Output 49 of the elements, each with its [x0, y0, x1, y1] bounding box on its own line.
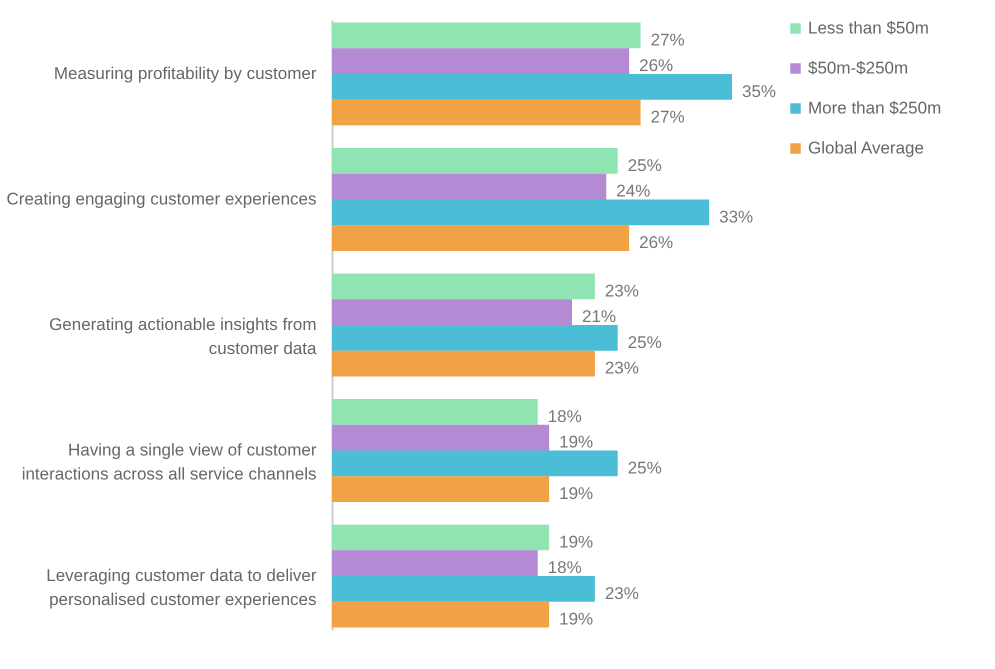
- data-label: 19%: [559, 484, 594, 504]
- bar: [332, 225, 630, 251]
- data-label: 35%: [742, 82, 776, 101]
- data-label: 18%: [548, 558, 582, 578]
- y-tick-label: Having a single view of customer interactions across all service channels: [22, 440, 317, 484]
- data-label: 25%: [628, 156, 662, 175]
- bar: [332, 399, 538, 425]
- data-label: 33%: [719, 207, 754, 226]
- bar: [332, 100, 641, 126]
- data-label: 26%: [639, 233, 674, 252]
- data-label: 24%: [616, 182, 650, 201]
- data-label: 23%: [604, 358, 639, 378]
- bar: [332, 199, 710, 226]
- bar: [332, 48, 630, 74]
- data-label: 27%: [650, 108, 685, 127]
- bar: [332, 350, 595, 376]
- bar: [332, 74, 732, 100]
- legend-label: Less than $50m: [808, 18, 929, 38]
- bar: [332, 299, 572, 325]
- bar: [332, 325, 618, 351]
- bar: [332, 550, 538, 576]
- data-label: 23%: [604, 281, 639, 300]
- bar: [332, 174, 606, 200]
- data-label: 26%: [639, 56, 674, 76]
- bar: [332, 476, 550, 502]
- data-label: 23%: [604, 584, 639, 603]
- bar: [332, 274, 595, 300]
- data-label: 19%: [559, 610, 594, 629]
- data-label: 19%: [559, 532, 594, 552]
- bar: [332, 424, 550, 451]
- bar: [332, 450, 618, 476]
- legend-label: More than $250m: [808, 98, 942, 118]
- y-tick-label: Creating engaging customer experiences: [6, 189, 316, 208]
- y-tick-label: Leveraging customer data to deliver personalised customer experiences: [46, 566, 317, 610]
- legend-label: $50m-$250m: [808, 58, 908, 78]
- bar: [332, 576, 595, 602]
- y-tick-label: Measuring profitability by customer: [54, 64, 317, 83]
- data-label: 27%: [650, 30, 685, 50]
- data-label: 19%: [559, 432, 594, 452]
- bar: [332, 22, 641, 48]
- bar: [332, 524, 550, 550]
- data-label: 25%: [628, 332, 662, 352]
- bar: [332, 602, 550, 628]
- y-tick-label: Generating actionable insights from customer data: [49, 315, 318, 358]
- data-label: 18%: [548, 406, 582, 426]
- data-label: 21%: [582, 307, 616, 326]
- legend-label: Global Average: [808, 138, 924, 158]
- data-label: 25%: [628, 458, 662, 478]
- bar: [332, 148, 618, 174]
